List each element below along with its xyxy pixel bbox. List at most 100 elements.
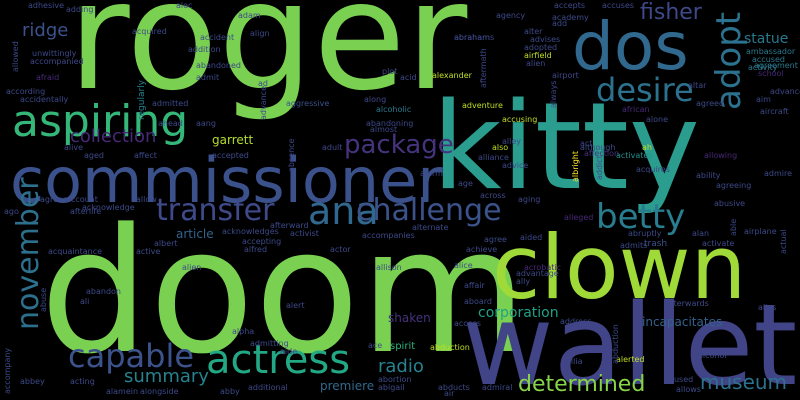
word-allison: allison [376,263,402,272]
word-agreeing: agreeing [716,181,752,190]
word-adhesive: adhesive [28,1,65,10]
word-afraid: afraid [36,73,60,82]
word-ad: ad [258,79,268,88]
word-abuse: abuse [39,287,48,312]
word-betty: betty [596,197,686,237]
word-accepts: accepts [554,1,586,10]
word-afterwards: afterwards [666,299,709,308]
word-aging: aging [518,195,541,204]
word-alley: alley [502,137,522,146]
word-allowed: allowed [11,41,20,72]
word-dos: dos [572,8,689,85]
word-actual: actual [779,229,788,254]
word-alfred: alfred [244,245,268,254]
word-almost: almost [370,125,398,134]
word-corporation: corporation [478,305,559,321]
word-abandoning: abandoning [366,119,414,128]
word-addition: addition [188,45,221,54]
word-advanced: advanced [770,87,800,96]
word-acid: acid [400,73,417,82]
word-advises: advises [530,35,561,44]
word-airplane: airplane [744,227,777,236]
word-altar: altar [688,81,707,90]
word-always: always [549,80,558,108]
word-alan: alan [692,229,710,238]
word-afterlife: afterlife [70,207,102,216]
word-activates: activates [616,151,653,160]
word-abrahams: abrahams [454,33,495,42]
word-alcohol: alcohol [698,351,727,360]
word-advice: advice [502,161,529,170]
word-alias: alias [758,303,777,312]
word-alongside: alongside [140,387,179,396]
word-abraham: abraham [454,33,490,42]
word-abduction-a: abduction [611,324,620,364]
word-statue: statue [744,31,789,47]
word-advantage: advantage [516,269,559,278]
word-across: across [480,191,506,200]
word-adult: adult [322,143,343,152]
word-adopted: adopted [524,43,558,52]
word-incapacitates: incapacitates [642,315,723,329]
word-roger: roger [68,0,468,124]
word-albert: albert [154,239,178,248]
word-abbey: abbey [20,377,45,386]
word-fisher: fisher [640,0,702,25]
word-alternate: alternate [412,223,449,232]
word-clown: clown [492,216,747,319]
word-abortion: abortion [378,375,412,384]
word-unwittingly: unwittingly [32,49,77,58]
word-additional: additional [248,383,288,392]
word-agency: agency [496,11,526,20]
word-abruptly: abruptly [628,229,662,238]
word-accompanies: accompanies [362,231,415,240]
word-accused: accused [752,55,785,64]
word-affair: affair [464,281,485,290]
word-alcoholic: alcoholic [376,105,412,114]
word-accompany: accompany [3,347,12,394]
word-adding: adding [66,5,94,14]
word-aided: aided [520,233,543,242]
word-accuses: accuses [602,1,635,10]
word-abduction-b: abduction [430,343,470,352]
word-acrobatic: acrobatic [524,263,562,272]
word-address: address [560,317,592,326]
word-desire: desire [596,71,694,109]
word-academy: academy [552,13,589,22]
word-aftermath: aftermath [479,48,488,88]
word-aang: aang [196,119,216,128]
word-accompanied: accompanied [30,57,84,66]
word-alerted: alerted [616,355,645,364]
word-agreement: agreement [754,61,798,70]
word-doom: doom [40,191,528,392]
word-challenge: challenge [356,193,502,228]
word-access: access [454,319,481,328]
word-absence: absence [287,138,296,172]
word-alone: alone [646,115,669,124]
word-museum: museum [700,370,788,394]
word-collection: collection [70,126,157,147]
word-agrees: agrees [40,195,68,204]
word-ana: ana [308,189,379,233]
word-alamein: alamein [106,387,139,396]
word-acquired: acquired [132,27,167,36]
word-admitted: admitted [152,99,189,108]
word-advance: advance [259,85,268,120]
word-albright: albright [571,151,580,182]
word-abby: abby [220,387,240,396]
word-ambassador: ambassador [746,47,796,56]
word-spirit: spirit [390,341,416,352]
word-accepted: accepted [212,151,249,160]
word-adam: adam [238,11,261,20]
word-abigail: abigail [378,383,405,392]
word-alive: alive [64,143,84,152]
word-adventure: adventure [462,101,503,110]
word-plot: plot [382,67,398,76]
word-agreed: agreed [696,99,725,108]
word-acquires: acquires [636,165,670,174]
word-admiral: admiral [482,383,513,392]
word-aid: aid [778,323,791,332]
word-airfield: airfield [524,51,552,60]
word-package: package [344,130,454,160]
